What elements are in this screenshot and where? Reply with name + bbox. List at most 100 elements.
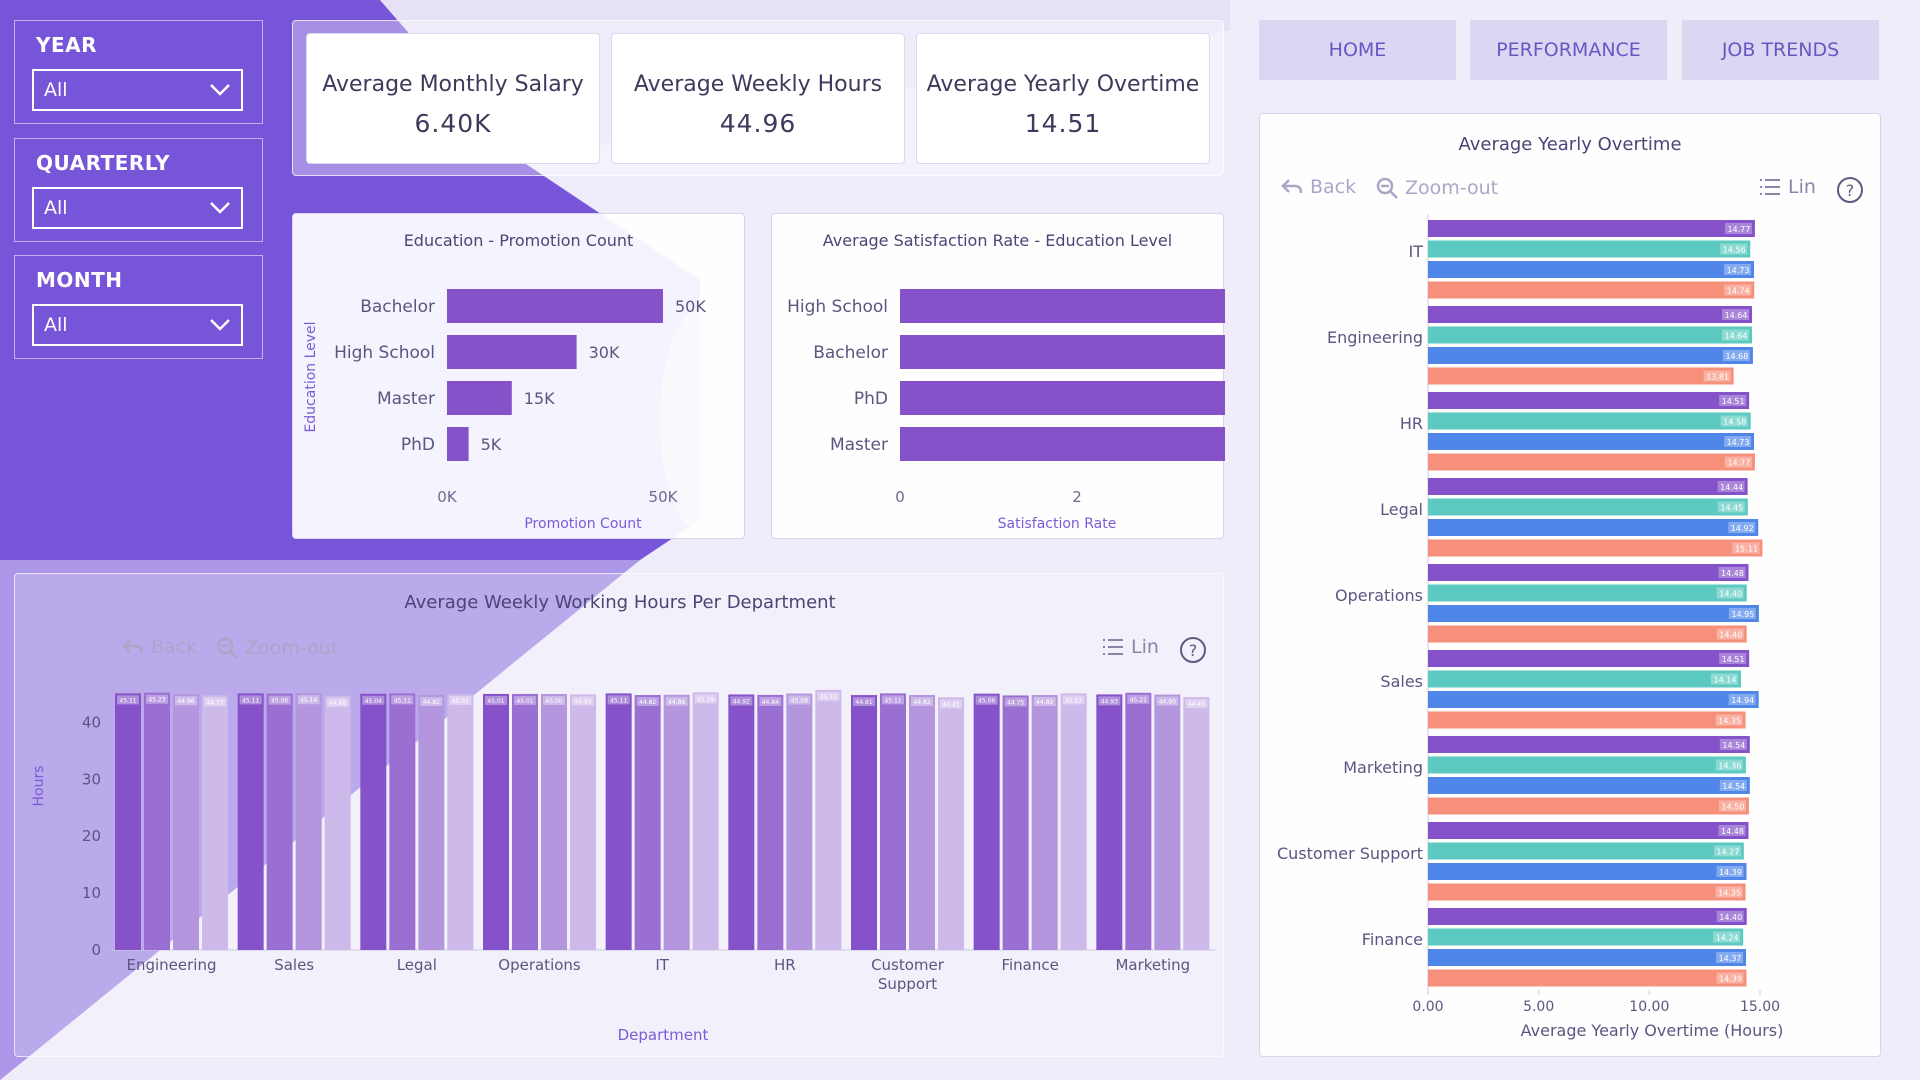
x-axis-title: Satisfaction Rate xyxy=(998,516,1117,532)
bar xyxy=(1428,650,1750,667)
category-label: Legal xyxy=(1380,500,1423,519)
yearly-overtime-chart: IT 14.77 14.56 14.73 14.74 Engineering 14.64 14… xyxy=(1277,214,1783,1040)
bar xyxy=(1428,949,1747,966)
data-label: 45.11 xyxy=(1065,697,1082,704)
data-label-box xyxy=(1724,264,1752,275)
data-label-box xyxy=(1728,522,1756,533)
data-label: 14.51 xyxy=(1722,397,1745,406)
nav-job-trends-button[interactable]: JOB TRENDS xyxy=(1682,20,1879,80)
bar xyxy=(360,693,387,950)
year-dropdown[interactable]: All xyxy=(32,69,243,111)
bar xyxy=(973,693,1000,950)
bar xyxy=(1428,736,1750,753)
bar xyxy=(1428,478,1748,495)
data-label: 45.29 xyxy=(697,696,714,703)
list-label: Lin xyxy=(1131,636,1159,658)
list-view-button[interactable]: Lin xyxy=(1758,176,1816,198)
kpi-card-weekly-hours: Average Weekly Hours 44.96 xyxy=(611,33,905,164)
kpi-salary-title: Average Monthly Salary xyxy=(322,72,584,97)
bar xyxy=(1428,842,1744,860)
category-label: Sales xyxy=(1380,672,1423,691)
slicer-quarterly-label: QUARTERLY xyxy=(36,151,170,175)
bar xyxy=(324,695,351,950)
data-label: 14.40 xyxy=(1719,913,1742,922)
category-label: Engineering xyxy=(1327,328,1423,347)
data-label: 15.11 xyxy=(1735,545,1758,554)
back-arrow-icon xyxy=(1281,179,1303,194)
back-label: Back xyxy=(1310,176,1357,198)
data-label: 15K xyxy=(524,389,555,408)
category-label: Legal xyxy=(397,956,437,974)
month-dropdown[interactable]: All xyxy=(32,304,243,346)
quarterly-dropdown-value: All xyxy=(44,197,68,219)
zoom-out-button[interactable]: Zoom-out xyxy=(215,636,338,660)
slicer-month-label: MONTH xyxy=(36,268,123,292)
data-label: 13.81 xyxy=(1706,373,1729,382)
kpi-panel: Average Monthly Salary 6.40K Average Wee… xyxy=(292,20,1224,176)
data-label: 14.56 xyxy=(1723,246,1746,255)
bar xyxy=(389,693,416,950)
quarterly-dropdown[interactable]: All xyxy=(32,187,243,229)
x-tick-label: 15.00 xyxy=(1740,999,1780,1015)
bar xyxy=(1428,711,1746,729)
data-label-box xyxy=(1716,952,1744,963)
help-button[interactable]: ? xyxy=(1179,636,1207,664)
data-label-box xyxy=(1722,329,1750,341)
bar xyxy=(1428,261,1755,278)
bar xyxy=(1183,697,1210,950)
data-label-box xyxy=(1724,284,1752,296)
chevron-down-icon xyxy=(210,319,230,331)
edu-promo-title: Education - Promotion Count xyxy=(403,231,634,250)
data-label-box xyxy=(1719,395,1747,406)
data-label: 14.36 xyxy=(1718,762,1741,771)
data-label: 45.01 xyxy=(487,698,504,705)
data-label: 45.14 xyxy=(300,697,317,704)
data-label: 44.81 xyxy=(855,699,872,706)
data-label: 5K xyxy=(481,435,502,454)
data-label-box xyxy=(911,697,933,707)
data-label: 44.93 xyxy=(574,698,591,705)
bar xyxy=(1060,693,1087,950)
y-tick-label: 30 xyxy=(82,770,101,788)
back-button[interactable]: Back xyxy=(1280,176,1356,198)
x-tick-label: 50K xyxy=(649,488,679,506)
data-label-box xyxy=(362,695,385,705)
data-label: 14.45 xyxy=(1720,504,1743,513)
kpi-card-overtime: Average Yearly Overtime 14.51 xyxy=(916,33,1210,164)
year-dropdown-value: All xyxy=(44,79,68,101)
data-label-box xyxy=(449,695,472,705)
chevron-down-icon xyxy=(210,202,230,214)
bar xyxy=(1428,564,1749,581)
chevron-down-icon xyxy=(210,84,230,96)
help-button[interactable]: ? xyxy=(1836,176,1864,204)
data-label-box xyxy=(1718,825,1746,836)
data-label: 50K xyxy=(675,297,706,316)
list-view-button[interactable]: Lin xyxy=(1101,636,1159,658)
data-label: 14.39 xyxy=(1719,868,1742,877)
bar xyxy=(570,694,596,950)
bar xyxy=(1002,695,1029,950)
data-label-box xyxy=(1715,886,1743,898)
data-label: 45.72 xyxy=(820,694,837,701)
month-dropdown-value: All xyxy=(44,314,68,336)
slicer-year-label: YEAR xyxy=(36,33,98,57)
nav-home-button[interactable]: HOME xyxy=(1259,20,1456,80)
data-label: 45.21 xyxy=(1130,697,1147,704)
data-label-box xyxy=(1716,972,1744,984)
data-label-box xyxy=(1717,481,1745,492)
bar xyxy=(605,693,632,950)
data-label: 14.68 xyxy=(1725,352,1748,361)
kpi-hours-value: 44.96 xyxy=(719,109,797,138)
bar xyxy=(1428,392,1750,409)
data-label: 30K xyxy=(589,343,620,362)
nav-performance-button[interactable]: PERFORMANCE xyxy=(1470,20,1667,80)
category-label: HR xyxy=(1400,414,1423,433)
kpi-overtime-value: 14.51 xyxy=(1024,109,1102,138)
data-label-box xyxy=(239,695,262,705)
category-label: Operations xyxy=(498,956,581,974)
back-button[interactable]: Back xyxy=(121,636,197,658)
data-label-box xyxy=(1719,780,1747,791)
category-label: High School xyxy=(334,343,435,363)
help-glyph: ? xyxy=(1846,181,1855,200)
zoom-out-button[interactable]: Zoom-out xyxy=(1375,176,1498,200)
